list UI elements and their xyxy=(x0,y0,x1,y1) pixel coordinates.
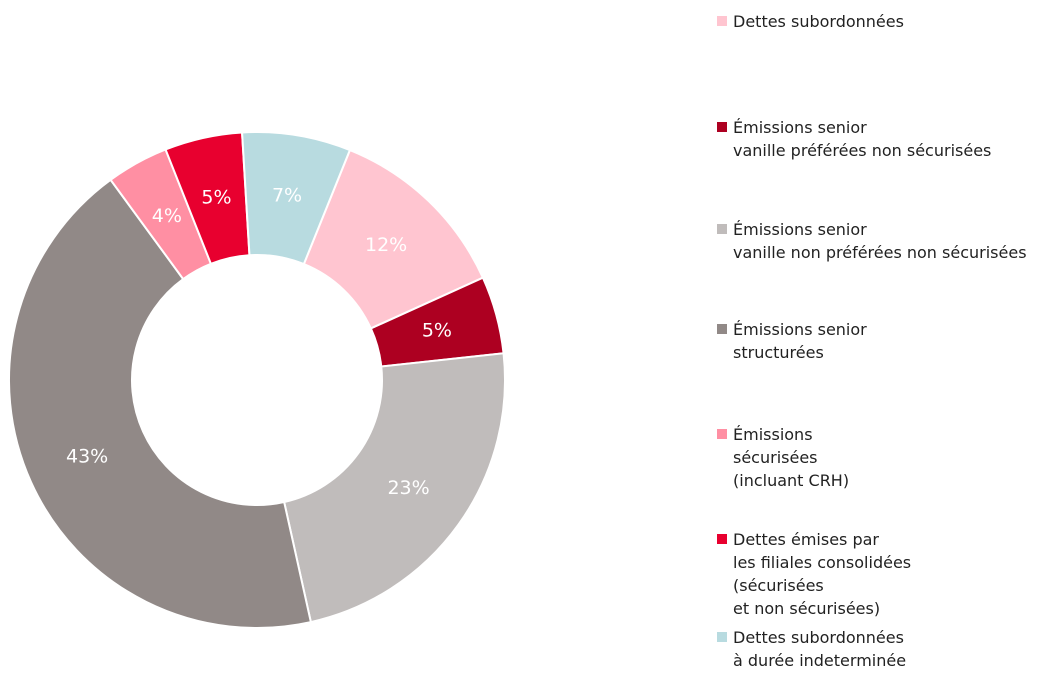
chart: 12% 5% 23% 43% 4% 5% 7% xyxy=(8,131,506,629)
slice xyxy=(240,131,352,266)
value-label: 5% xyxy=(422,319,452,341)
legend-label: Dettes subordonnées à durée indeterminée xyxy=(733,628,907,670)
value-label: 7% xyxy=(272,184,302,206)
legend-label: Émissions senior vanille préférées non s… xyxy=(733,118,992,160)
legend-label: Émissions sécurisées (incluant CRH) xyxy=(733,425,850,490)
legend-label: Émissions senior structurées xyxy=(733,320,867,362)
legend-label: Dettes émises par les filiales consolidé… xyxy=(733,530,912,618)
legend-swatch xyxy=(717,16,727,26)
value-label: 4% xyxy=(152,205,182,227)
value-label: 12% xyxy=(365,234,407,256)
slice xyxy=(8,178,313,629)
value-label: 5% xyxy=(201,186,231,208)
legend-swatch xyxy=(717,534,727,544)
value-label: 43% xyxy=(66,445,108,467)
legend-swatch xyxy=(717,632,727,642)
slice xyxy=(282,352,506,624)
legend-swatch xyxy=(717,324,727,334)
legend-swatch xyxy=(717,429,727,439)
legend-label: Dettes subordonnées xyxy=(733,12,904,31)
legend-label: Émissions senior vanille non préférées n… xyxy=(733,220,1027,262)
legend-swatch xyxy=(717,224,727,234)
legend-swatch xyxy=(717,122,727,132)
value-label: 23% xyxy=(387,477,429,499)
